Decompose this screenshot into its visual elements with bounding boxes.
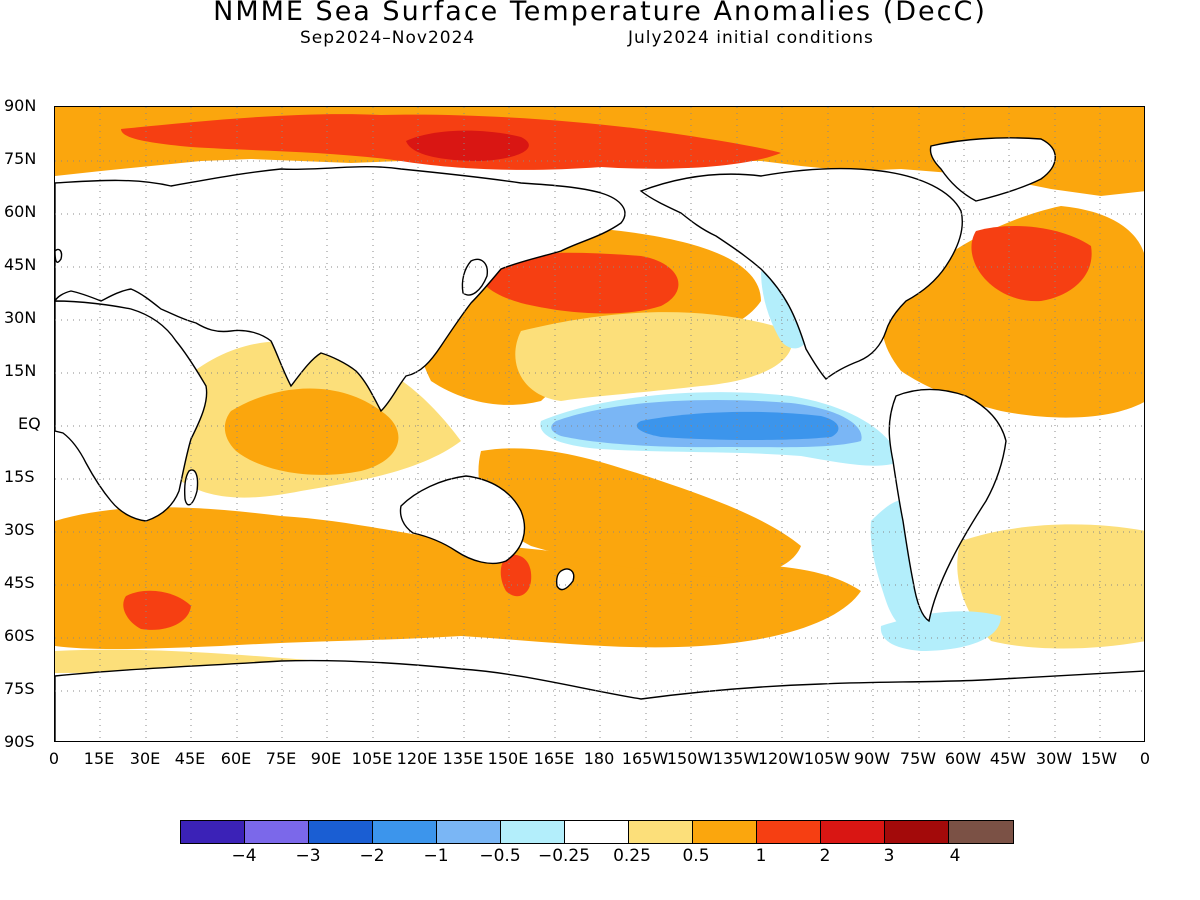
lon-label-180: 180 <box>583 749 615 768</box>
colorbar-segment <box>949 821 1013 843</box>
lon-label-150w: 150W <box>666 749 714 768</box>
lon-label-90e: 90E <box>310 749 342 768</box>
map-svg <box>55 107 1144 741</box>
colorbar-segment <box>885 821 949 843</box>
landmass-antarctica <box>55 659 1144 741</box>
lon-label-30e: 30E <box>129 749 161 768</box>
region-south-red-b <box>500 554 532 597</box>
region-arctic-core <box>406 130 529 161</box>
colorbar-label: 2 <box>819 846 831 866</box>
lon-label-165w: 165W <box>621 749 669 768</box>
lon-label-105w: 105W <box>803 749 851 768</box>
lon-label-60w: 60W <box>944 749 982 768</box>
lon-label-45e: 45E <box>174 749 206 768</box>
lon-label-105e: 105E <box>351 749 393 768</box>
sst-anomaly-map <box>54 106 1145 742</box>
region-south-pacific-orange <box>478 448 801 578</box>
region-north-atlantic-red <box>971 226 1092 302</box>
region-south-indian-orange <box>55 507 861 650</box>
colorbar-segment <box>821 821 885 843</box>
lat-label-45s: 45S <box>4 573 35 592</box>
lon-label-0: 0 <box>48 749 60 768</box>
colorbar-segment <box>181 821 245 843</box>
colorbar-segment <box>629 821 693 843</box>
colorbar-segment <box>501 821 565 843</box>
colorbar-label: −0.5 <box>479 846 521 866</box>
chart-title: NMME Sea Surface Temperature Anomalies (… <box>213 0 987 27</box>
colorbar-label: −2 <box>359 846 385 866</box>
chart-subtitle-init: July2024 initial conditions <box>628 28 874 48</box>
region-north-pacific-red <box>477 252 679 314</box>
coastline-layer <box>55 137 1144 741</box>
colorbar-segment <box>437 821 501 843</box>
lat-label-75s: 75S <box>4 679 35 698</box>
region-north-pacific-yellow <box>515 312 793 401</box>
colorbar-label: −1 <box>423 846 449 866</box>
region-southern-ocean-cool <box>880 611 1001 651</box>
landmass-africa <box>55 300 208 522</box>
lon-label-90w: 90W <box>853 749 891 768</box>
lon-label-75e: 75E <box>265 749 297 768</box>
region-south-atlantic-yellow <box>957 524 1144 649</box>
graticule-layer <box>55 107 1144 741</box>
colorbar-label: 0.5 <box>682 846 710 866</box>
lon-label-120w: 120W <box>757 749 805 768</box>
colorbar-label: −4 <box>231 846 257 866</box>
anomaly-fill-layer <box>55 107 1144 673</box>
landmass-australia <box>399 475 526 565</box>
landmass-new-zealand <box>555 568 575 591</box>
lon-label-30w: 30W <box>1035 749 1073 768</box>
lon-label-135e: 135E <box>442 749 484 768</box>
colorbar-label: 3 <box>883 846 895 866</box>
lon-label-15e: 15E <box>83 749 115 768</box>
lat-label-60s: 60S <box>4 626 35 645</box>
lon-label-165e: 165E <box>533 749 575 768</box>
lon-label-45w: 45W <box>989 749 1027 768</box>
lat-label-90s: 90S <box>4 732 35 751</box>
colorbar <box>180 820 1014 844</box>
colorbar-segment <box>757 821 821 843</box>
lon-label-120e: 120E <box>396 749 438 768</box>
lon-label-0-east: 0 <box>1139 749 1151 768</box>
colorbar-label: 4 <box>949 846 961 866</box>
colorbar-label: −0.25 <box>537 846 591 866</box>
lon-label-75w: 75W <box>899 749 937 768</box>
landmass-greenland <box>929 137 1056 202</box>
colorbar-label: −3 <box>295 846 321 866</box>
region-enso-core <box>636 411 839 440</box>
lon-label-135w: 135W <box>712 749 760 768</box>
colorbar-segment <box>373 821 437 843</box>
lon-label-150e: 150E <box>487 749 529 768</box>
lat-label-45n: 45N <box>4 255 37 274</box>
colorbar-segment <box>565 821 629 843</box>
lat-label-eq: EQ <box>18 414 41 433</box>
landmass-british-isles <box>55 248 63 263</box>
lon-label-60e: 60E <box>220 749 252 768</box>
lat-label-15s: 15S <box>4 467 35 486</box>
lat-label-90n: 90N <box>4 96 37 115</box>
colorbar-segment <box>245 821 309 843</box>
region-indian-ocean-orange <box>224 388 399 475</box>
colorbar-label: 0.25 <box>613 846 651 866</box>
landmass-madagascar <box>183 469 199 506</box>
landmass-south-america <box>888 388 1007 623</box>
landmass-north-america <box>639 167 963 380</box>
colorbar-label: 1 <box>755 846 767 866</box>
landmass-eurasia <box>55 166 626 413</box>
lat-label-30n: 30N <box>4 308 37 327</box>
lat-label-15n: 15N <box>4 361 37 380</box>
colorbar-segment <box>693 821 757 843</box>
chart-subtitle-period: Sep2024–Nov2024 <box>300 28 476 48</box>
lat-label-60n: 60N <box>4 202 37 221</box>
colorbar-segment <box>309 821 373 843</box>
region-south-red-a <box>123 590 191 630</box>
lat-label-30s: 30S <box>4 520 35 539</box>
lon-label-15w: 15W <box>1080 749 1118 768</box>
lat-label-75n: 75N <box>4 149 37 168</box>
